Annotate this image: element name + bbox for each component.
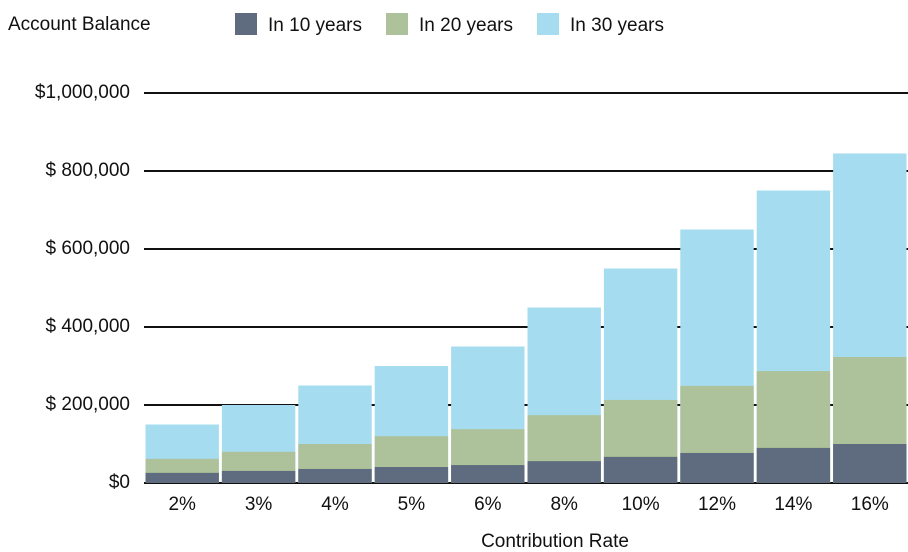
legend-swatch xyxy=(386,13,408,35)
x-tick-label: 4% xyxy=(321,494,349,515)
bar xyxy=(374,467,449,483)
bar xyxy=(756,447,831,483)
x-tick-label: 12% xyxy=(698,494,736,515)
legend-swatch xyxy=(537,13,559,35)
bar xyxy=(221,470,296,483)
y-tick-label: $ 600,000 xyxy=(45,238,130,259)
x-tick-label: 2% xyxy=(168,494,196,515)
x-tick-label: 8% xyxy=(550,494,578,515)
y-tick-label: $ 400,000 xyxy=(45,316,130,337)
bar xyxy=(451,465,525,483)
y-tick-label: $ 200,000 xyxy=(45,394,130,415)
bar xyxy=(145,472,219,483)
x-tick-label: 16% xyxy=(851,494,889,515)
x-tick-label: 5% xyxy=(398,494,426,515)
legend-label: In 10 years xyxy=(268,15,362,36)
bar xyxy=(527,461,601,483)
legend-swatch xyxy=(235,13,257,35)
chart-title: Account Balance xyxy=(8,14,151,35)
y-tick-label: $ 800,000 xyxy=(45,160,130,181)
x-tick-label: 10% xyxy=(622,494,660,515)
y-tick-label: $0 xyxy=(109,472,130,493)
x-axis-label: Contribution Rate xyxy=(481,531,629,552)
bar xyxy=(833,444,907,483)
bar xyxy=(603,456,678,483)
bar xyxy=(298,468,372,483)
x-tick-label: 3% xyxy=(245,494,273,515)
bar xyxy=(680,452,754,483)
y-tick-label: $1,000,000 xyxy=(35,82,130,103)
legend-label: In 20 years xyxy=(419,15,513,36)
x-tick-label: 6% xyxy=(474,494,502,515)
legend-label: In 30 years xyxy=(570,15,664,36)
x-tick-label: 14% xyxy=(774,494,812,515)
